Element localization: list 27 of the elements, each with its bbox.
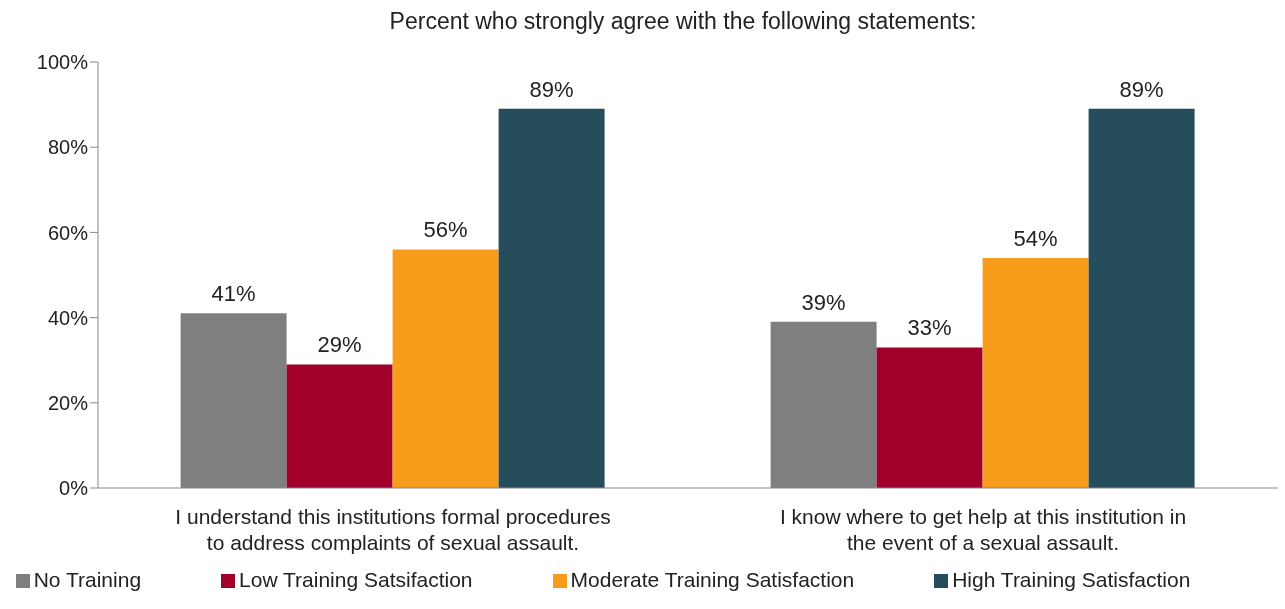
data-label: 89% — [529, 76, 574, 102]
data-label: 33% — [907, 315, 952, 341]
x-tick-label: I know where to get help at this institution in the event of a sexual assault. — [779, 505, 1187, 554]
data-label: 54% — [1013, 225, 1058, 251]
bar — [982, 257, 1089, 488]
data-label: 39% — [801, 289, 846, 315]
x-tick-label: I understand this institutions formal procedures to address complaints of sexual assault. — [175, 505, 611, 554]
bar — [286, 364, 393, 488]
y-tick-label: 20% — [47, 391, 89, 414]
y-tick-label: 0% — [59, 477, 89, 500]
y-tick-label: 40% — [47, 306, 89, 329]
chart-title: Percent who strongly agree with the following statements: — [388, 8, 978, 36]
data-label: 89% — [1119, 76, 1164, 102]
y-tick-label: 60% — [47, 221, 89, 244]
bar — [498, 108, 605, 488]
y-tick-label: 100% — [36, 51, 89, 74]
legend-label: No Training — [33, 568, 142, 591]
data-label: 56% — [423, 217, 468, 243]
bar — [876, 347, 983, 488]
legend-label: High Training Satisfaction — [952, 568, 1191, 591]
bar — [392, 249, 499, 488]
data-label: 41% — [211, 281, 256, 307]
data-label: 29% — [317, 332, 362, 358]
bar — [1088, 108, 1195, 488]
y-tick-label: 80% — [47, 136, 89, 159]
legend-label: Moderate Training Satisfaction — [570, 568, 855, 591]
legend-label: Low Training Satsifaction — [239, 568, 473, 591]
